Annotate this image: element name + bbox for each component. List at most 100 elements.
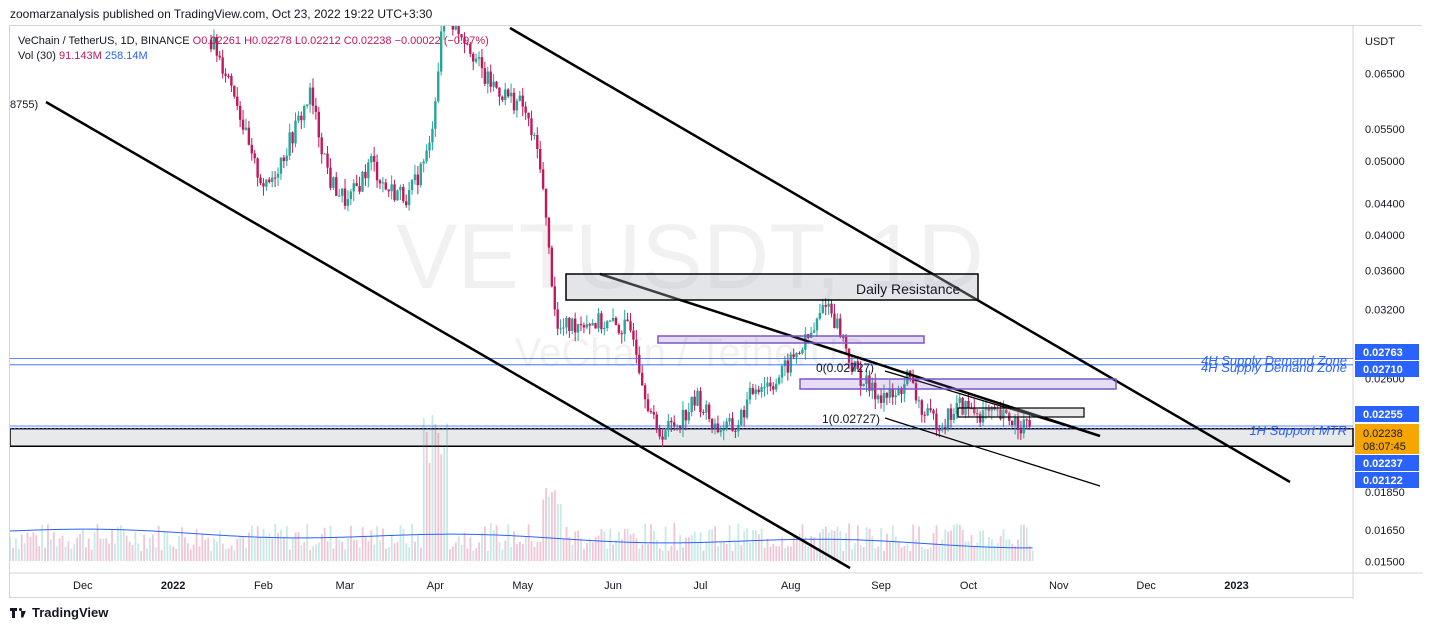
volume-bar [370,530,373,561]
price-tag[interactable] [1355,361,1419,377]
volume-bar [804,536,807,561]
volume-bar [516,544,518,561]
candle-body [938,429,941,431]
candle-body [268,179,271,183]
wedge-lower-line[interactable] [884,417,1101,487]
candle-body [853,361,857,372]
candle-body [748,387,752,400]
volume-bar [250,525,253,561]
candle-body [745,399,749,418]
price-chart[interactable]: VETUSDT, 1D VeChain / TetherUS Daily Resis… [10,26,1423,599]
volume-bar [999,535,1002,561]
volume-bar [440,454,443,561]
candle-body [655,414,658,430]
candle-body [361,171,364,192]
candle-body [652,412,656,415]
candle-body [372,156,376,162]
volume-bar [833,530,836,561]
volume-bar [460,544,463,561]
volume-bar [131,544,134,561]
candle-body [804,334,807,350]
candle-body [571,318,574,331]
chart-panel[interactable]: VETUSDT, 1D VeChain / TetherUS Daily Resis… [9,25,1423,599]
support-zone[interactable] [10,427,1354,447]
volume-bar [347,538,349,561]
volume-bar [906,543,909,561]
volume-bar [452,546,454,561]
price-axis[interactable] [1353,26,1423,599]
candle-body [850,362,854,372]
trend-line[interactable] [599,272,1101,438]
trend-line[interactable] [45,100,851,570]
candle-body [981,410,985,423]
volume-bar [958,524,961,561]
price-tag[interactable] [1355,455,1419,471]
candle-series [209,26,1031,447]
price-tag[interactable] [1355,472,1419,488]
price-tag[interactable] [1355,406,1419,422]
volume-bar [390,534,393,561]
volume-bar [297,532,300,561]
candle-body [276,173,280,178]
small-resistance-zone[interactable] [957,407,1085,418]
publisher-line: zoomarzanalysis published on TradingView… [10,7,433,21]
volume-bar [108,543,111,561]
daily-resistance-zone[interactable] [565,273,979,301]
candle-body [539,149,542,170]
price-tag[interactable] [1355,344,1419,360]
candle-body [999,409,1002,419]
price-tag-label: 0.02710 [1363,364,1403,376]
volume-bar [638,548,641,561]
volume-bar [1008,539,1011,561]
candle-body [716,423,720,433]
volume-bar [827,532,830,561]
candle-body [553,286,556,310]
volume-bar [658,548,661,561]
candle-body [935,413,938,430]
volume-bar [743,531,746,561]
volume-bar [245,547,247,561]
candle-body [291,132,294,144]
purple-zone-1[interactable] [657,335,925,344]
candle-body [876,395,880,400]
volume-bar [443,447,446,561]
volume-bar [583,549,585,561]
candle-body [1005,409,1008,413]
volume-bar [12,547,14,561]
volume-bar [670,545,673,561]
last-price-tag[interactable] [1355,424,1419,454]
volume-bar [868,528,871,561]
legend-vol-value: 91.143M [58,50,102,62]
trend-line[interactable] [509,26,1291,484]
purple-zone-2[interactable] [799,378,1117,390]
wedge-upper-line[interactable] [884,370,1101,437]
volume-bar [1031,550,1034,561]
x-tick-label: Sep [871,580,891,592]
candle-body [463,37,466,44]
volume-bar [810,536,813,561]
volume-bar [655,539,658,561]
candle-body [256,158,259,178]
candle-body [643,385,647,400]
candle-body [611,317,615,321]
volume-bar [947,531,950,561]
countdown-label: 08:07:45 [1363,441,1406,453]
candle-body [454,26,457,30]
volume-bar [154,547,157,561]
candle-body [606,321,609,328]
legend-symbol: VeChain / TetherUS, 1D, BINANCE [18,35,190,47]
volume-bar [35,535,38,561]
candle-body [495,81,498,88]
candle-body [678,425,682,429]
candle-body [774,383,778,390]
candle-body [358,185,361,192]
volume-bar [807,546,810,561]
candle-body [882,393,886,403]
volume-bar [883,550,885,561]
volume-bar [792,534,795,561]
volume-bar [1011,543,1014,561]
footer-brand[interactable]: TradingView [10,605,108,620]
volume-bar [169,544,172,561]
candle-body [740,409,743,425]
volume-bar [419,547,422,561]
